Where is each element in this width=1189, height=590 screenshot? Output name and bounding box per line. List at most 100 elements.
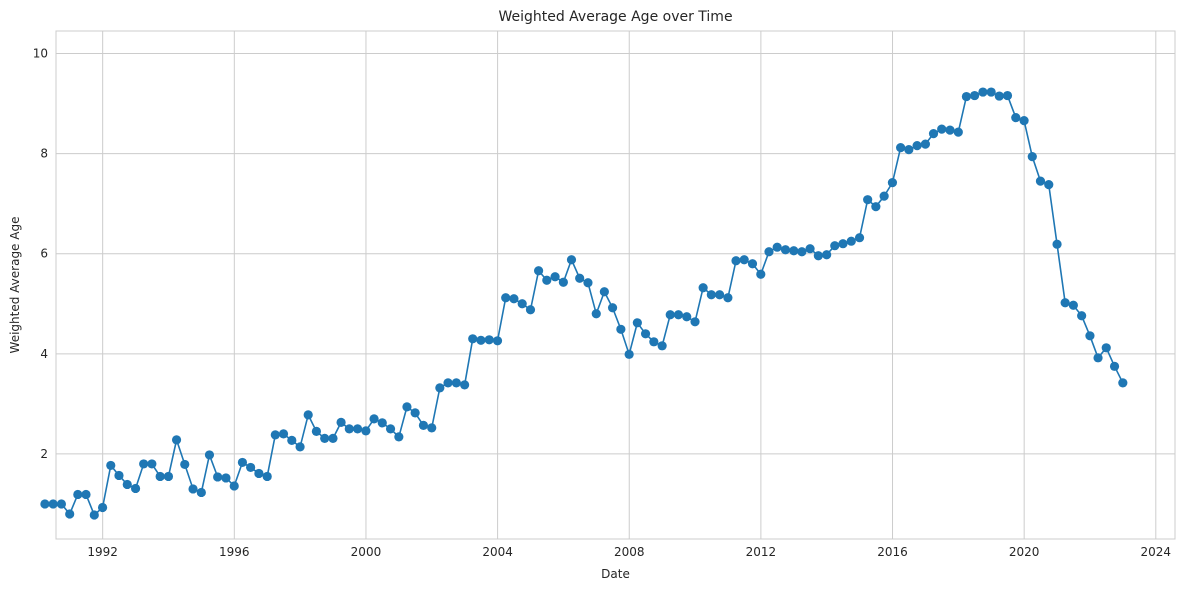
data-point (509, 294, 519, 304)
data-point (698, 283, 708, 293)
data-point (772, 242, 782, 252)
plot-frame (55, 30, 1176, 540)
data-point (295, 442, 305, 452)
data-point (599, 287, 609, 297)
data-point (822, 250, 832, 260)
x-tick-label: 2016 (877, 545, 908, 559)
data-point (1027, 152, 1037, 162)
data-point (410, 408, 420, 418)
data-point (97, 502, 108, 513)
data-point (303, 410, 313, 420)
data-point (361, 426, 371, 436)
data-point (780, 245, 791, 255)
data-point (616, 324, 626, 334)
data-point (65, 509, 75, 519)
data-point (690, 317, 700, 327)
data-point (657, 341, 667, 351)
data-point (797, 247, 807, 257)
y-tick-label: 10 (33, 47, 48, 61)
data-point (970, 90, 980, 101)
data-point (632, 318, 642, 328)
data-point (871, 202, 881, 212)
data-point (352, 424, 363, 434)
data-point (139, 459, 149, 469)
data-point (978, 87, 988, 97)
y-axis-label: Weighted Average Age (8, 217, 22, 354)
data-point (534, 266, 544, 276)
data-point (1109, 361, 1120, 371)
data-point (221, 473, 231, 483)
data-point (106, 460, 116, 471)
y-tick-label: 2 (40, 447, 48, 461)
x-tick-label: 1996 (219, 545, 250, 559)
data-point (1101, 343, 1111, 353)
data-point (994, 91, 1004, 101)
y-tick-label: 6 (40, 247, 48, 261)
data-point (558, 277, 568, 287)
data-point (188, 484, 198, 494)
data-point (468, 334, 478, 344)
data-point (484, 335, 494, 345)
data-point (838, 239, 848, 249)
data-point (550, 272, 560, 282)
data-point (961, 91, 972, 102)
data-point (369, 414, 379, 424)
data-point (394, 432, 404, 442)
data-point (237, 457, 248, 468)
data-point (682, 312, 692, 322)
x-tick-label: 2020 (1009, 545, 1040, 559)
data-point (640, 329, 651, 339)
data-point (1068, 300, 1078, 310)
data-point (764, 247, 774, 257)
data-point (1052, 239, 1062, 249)
data-point (945, 125, 955, 135)
data-point (171, 435, 182, 445)
x-tick-label: 2004 (482, 545, 513, 559)
data-point (920, 139, 931, 149)
data-point (377, 418, 387, 428)
data-point (344, 424, 354, 434)
data-point (328, 433, 338, 443)
data-point (649, 337, 659, 347)
data-point (1093, 353, 1103, 363)
data-point (443, 378, 453, 388)
data-point (229, 481, 239, 491)
gridlines (56, 31, 1175, 539)
data-point (789, 246, 799, 256)
data-point (1002, 90, 1013, 101)
data-point (887, 178, 898, 188)
data-point (262, 471, 272, 482)
x-axis-label: Date (601, 567, 630, 581)
data-point (180, 459, 190, 470)
data-point (566, 255, 577, 265)
data-point (912, 141, 922, 151)
data-point (986, 87, 996, 97)
data-point (904, 145, 914, 155)
data-point (723, 293, 733, 303)
data-point (863, 195, 873, 205)
data-point (517, 299, 527, 309)
data-point (953, 127, 963, 137)
data-point (435, 383, 445, 393)
x-tick-label: 2012 (746, 545, 777, 559)
data-point (896, 143, 906, 153)
data-points (40, 87, 1128, 520)
data-point (542, 275, 552, 285)
x-tick-label: 2008 (614, 545, 645, 559)
data-point (155, 471, 165, 482)
data-point (665, 310, 675, 320)
data-point (130, 483, 141, 494)
data-point (48, 499, 58, 509)
data-point (583, 278, 593, 288)
data-point (747, 259, 758, 269)
data-point (320, 433, 330, 443)
x-tick-labels: 1992 1996 2000 2004 2008 2012 2016 2020 2024 (87, 545, 1171, 559)
data-point (673, 310, 684, 320)
x-tick-label: 1992 (87, 545, 118, 559)
data-point (89, 510, 99, 520)
data-point (756, 269, 766, 279)
data-point (213, 472, 223, 482)
data-point (270, 430, 280, 440)
data-point (147, 459, 157, 469)
